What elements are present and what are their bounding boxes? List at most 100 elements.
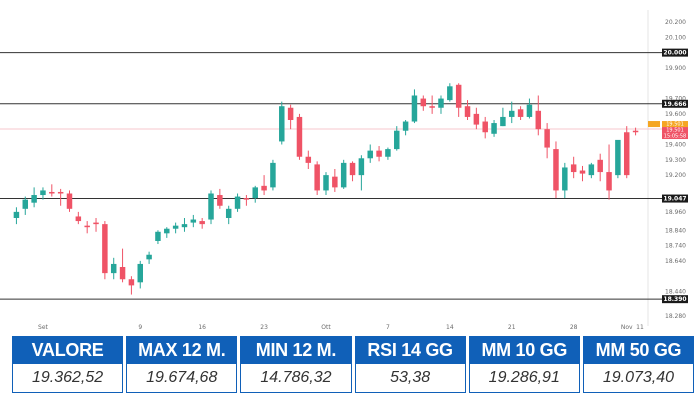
price-chart: 20.200 20.100 19.900 19.700 19.600 19.400 19.3…	[0, 10, 688, 331]
candle-body-0	[13, 211, 20, 218]
candle-body-57	[517, 109, 524, 117]
candle-body-69	[623, 132, 630, 176]
candle-body-45	[411, 95, 418, 122]
x-tick-label-9: Nov	[621, 324, 633, 331]
candle-body-37	[340, 162, 347, 188]
candle-body-46	[420, 98, 427, 107]
level-label-1: 19.666	[663, 101, 686, 108]
x-tick-label-0: Set	[38, 324, 49, 331]
stat-value-valore: 19.362,52	[12, 364, 124, 393]
x-tick-label-5: 7	[386, 324, 390, 331]
level-label-0: 20.000	[663, 50, 686, 57]
x-tick-label-2: 16	[198, 324, 206, 331]
candle-body-36	[332, 176, 338, 188]
candle-body-23	[217, 195, 223, 206]
stats-header-row: VALORE MAX 12 M. MIN 12 M. RSI 14 GG MM …	[12, 336, 695, 364]
y-tick-label-12: 18.440	[665, 289, 686, 296]
candle-body-5	[57, 191, 64, 194]
level-label-bg-3	[662, 295, 688, 304]
candle-body-22	[208, 193, 214, 220]
candle-body-34	[314, 164, 320, 191]
y-tick-label-8: 18.960	[665, 209, 686, 216]
candlestick-chart-svg: 20.200 20.100 19.900 19.700 19.600 19.400 19.3…	[0, 10, 688, 331]
candle-body-61	[553, 149, 559, 191]
candle-body-24	[225, 208, 232, 218]
y-tick-label-10: 18.740	[665, 243, 686, 250]
y-tick-label-5: 19.400	[665, 142, 686, 149]
stat-header-min-12m: MIN 12 M.	[240, 336, 352, 364]
candle-body-48	[438, 98, 444, 108]
candle-body-3	[40, 190, 46, 196]
candle-body-68	[615, 139, 621, 176]
x-tick-label-6: 14	[446, 324, 454, 331]
candle-body-70	[632, 130, 639, 133]
last-price-label-1: 19.501	[666, 128, 684, 134]
candle-body-14	[137, 263, 143, 283]
candle-body-21	[199, 221, 205, 225]
x-tick-label-8: 28	[570, 324, 578, 331]
candle-body-47	[429, 106, 435, 108]
stat-header-rsi-14gg: RSI 14 GG	[354, 336, 466, 364]
y-tick-label-7: 19.200	[665, 172, 686, 179]
stat-header-valore: VALORE	[12, 336, 124, 364]
candle-body-35	[323, 175, 329, 191]
stat-value-mm-50gg: 19.073,40	[582, 364, 695, 393]
stat-header-mm-10gg: MM 10 GG	[468, 336, 580, 364]
last-price-label-bg-1	[662, 127, 688, 134]
candle-body-58	[526, 104, 533, 117]
candle-body-8	[84, 225, 90, 228]
candle-body-42	[385, 149, 391, 157]
stat-value-mm-10gg: 19.286,91	[468, 364, 580, 393]
candle-body-2	[31, 195, 37, 203]
candle-body-56	[509, 110, 515, 117]
candle-body-13	[128, 279, 135, 286]
candle-body-31	[287, 107, 294, 120]
candle-body-26	[243, 198, 250, 200]
stat-header-max-12m: MAX 12 M.	[126, 336, 238, 364]
level-label-bg-0	[662, 48, 688, 57]
candle-body-30	[279, 106, 285, 142]
candle-body-33	[305, 156, 312, 163]
candle-body-38	[349, 162, 356, 176]
candle-body-11	[110, 263, 117, 274]
stat-header-mm-50gg: MM 50 GG	[582, 336, 695, 364]
candle-body-49	[447, 86, 453, 101]
candle-body-12	[119, 267, 126, 280]
candle-body-16	[155, 231, 161, 241]
candle-body-10	[102, 224, 108, 274]
stat-value-rsi-14gg: 53,38	[354, 364, 466, 393]
candle-body-53	[482, 121, 488, 133]
candle-body-67	[606, 172, 612, 191]
candle-body-29	[270, 162, 276, 188]
candle-body-62	[562, 167, 568, 191]
candle-body-65	[588, 164, 595, 176]
y-tick-label-3: 19.700	[665, 96, 686, 103]
candle-body-9	[93, 222, 99, 225]
candle-body-66	[597, 159, 603, 173]
candle-body-7	[75, 216, 82, 222]
candle-body-19	[181, 224, 188, 228]
stat-value-max-12m: 19.674,68	[126, 364, 238, 393]
level-label-3: 18.390	[663, 296, 686, 303]
candle-body-15	[146, 254, 152, 260]
stat-value-min-12m: 14.786,32	[240, 364, 352, 393]
candle-body-63	[570, 164, 577, 173]
candle-body-52	[473, 113, 480, 125]
y-tick-label-1: 20.100	[665, 34, 686, 41]
y-tick-label-0: 20.200	[665, 19, 686, 26]
x-tick-label-10: 11	[636, 324, 644, 331]
candle-body-27	[252, 187, 258, 199]
candle-body-59	[535, 110, 542, 130]
candle-body-17	[164, 228, 170, 234]
candle-body-6	[66, 193, 73, 209]
candle-body-51	[464, 106, 471, 117]
candle-body-28	[261, 185, 267, 191]
candle-body-54	[491, 123, 497, 134]
x-tick-label-3: 23	[260, 324, 268, 331]
candle-body-39	[358, 158, 365, 176]
y-tick-label-6: 19.300	[665, 157, 686, 164]
x-tick-label-4: Ott	[321, 324, 331, 331]
candle-body-18	[172, 225, 179, 229]
y-tick-label-2: 19.900	[665, 65, 686, 72]
last-price-label-bg-0	[662, 121, 688, 128]
